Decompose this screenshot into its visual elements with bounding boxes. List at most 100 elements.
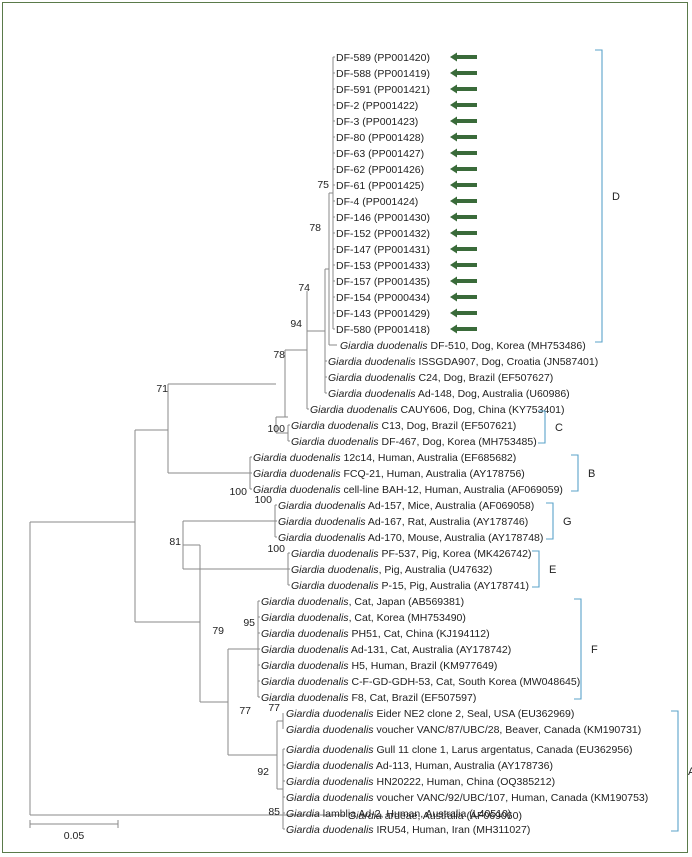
species-name: Giardia duodenalis <box>286 708 374 720</box>
species-name: Giardia duodenalis <box>286 824 374 836</box>
strain-info: , Pig, Australia (U47632) <box>379 564 493 576</box>
leaf-label: Giardia duodenalis Ad-131, Cat, Australi… <box>261 644 511 656</box>
strain-info: H5, Human, Brazil (KM977649) <box>349 660 498 672</box>
strain-info: voucher VANC/92/UBC/107, Human, Canada (… <box>374 792 649 804</box>
leaf-label: Giardia duodenalis ISSGDA907, Dog, Croat… <box>328 356 598 368</box>
leaf-label: Giardia duodenalis P-15, Pig, Australia … <box>291 580 529 592</box>
arrow-left-icon <box>450 276 477 286</box>
species-name: Giardia duodenalis <box>261 692 349 704</box>
species-name: Giardia duodenalis <box>291 420 379 432</box>
leaf-label: Giardia duodenalis Ad-113, Human, Austra… <box>286 760 553 772</box>
leaf-label: Giardia duodenalis Ad-148, Dog, Australi… <box>328 388 570 400</box>
leaf-label: Giardia duodenalis DF-510, Dog, Korea (M… <box>340 340 586 352</box>
strain-info: IRU54, Human, Iran (MH311027) <box>374 824 531 836</box>
strain-info: Eider NE2 clone 2, Seal, USA (EU362969) <box>374 708 575 720</box>
strain-info: Ad-170, Mouse, Australia (AY178748) <box>366 532 544 544</box>
leaf-label: DF-580 (PP001418) <box>336 324 430 336</box>
leaf-label: DF-3 (PP001423) <box>336 116 418 128</box>
leaf-label: DF-157 (PP001435) <box>336 276 430 288</box>
species-name: Giardia duodenalis <box>278 500 366 512</box>
leaf-label: DF-2 (PP001422) <box>336 100 418 112</box>
assemblage-bracket <box>571 454 579 492</box>
arrow-left-icon <box>450 100 477 110</box>
arrow-left-icon <box>450 308 477 318</box>
leaf-label: Giardia duodenalis H5, Human, Brazil (KM… <box>261 660 497 672</box>
arrow-left-icon <box>450 52 477 62</box>
strain-info: Ad-157, Mice, Australia (AF069058) <box>366 500 535 512</box>
strain-info: DF-467, Dog, Korea (MH753485) <box>379 436 537 448</box>
bootstrap-value: 74 <box>298 282 310 294</box>
bootstrap-value: 94 <box>290 318 302 330</box>
strain-info: DF-154 (PP000434) <box>336 292 430 304</box>
strain-info: PH51, Cat, China (KJ194112) <box>349 628 490 640</box>
assemblage-bracket <box>532 550 540 588</box>
strain-info: DF-62 (PP001426) <box>336 164 424 176</box>
species-name: Giardia duodenalis <box>291 580 379 592</box>
leaf-label: Giardia duodenalis PF-537, Pig, Korea (M… <box>291 548 531 560</box>
leaf-label: Giardia duodenalis Eider NE2 clone 2, Se… <box>286 708 574 720</box>
species-name: Giardia duodenalis <box>261 644 349 656</box>
assemblage-bracket <box>671 710 679 832</box>
leaf-label: Giardia duodenalis F8, Cat, Brazil (EF50… <box>261 692 476 704</box>
assemblage-bracket <box>595 49 603 343</box>
species-name: Giardia duodenalis <box>261 628 349 640</box>
assemblage-label: E <box>549 564 556 576</box>
species-name: Giardia duodenalis <box>286 724 374 736</box>
assemblage-label: D <box>612 191 620 203</box>
leaf-label: Giardia duodenalis, Cat, Korea (MH753490… <box>261 612 466 624</box>
strain-info: PF-537, Pig, Korea (MK426742) <box>379 548 532 560</box>
leaf-label: Giardia duodenalis cell-line BAH-12, Hum… <box>253 484 563 496</box>
strain-info: DF-588 (PP001419) <box>336 68 430 80</box>
strain-info: HN20222, Human, China (OQ385212) <box>374 776 556 788</box>
species-name: Giardia <box>286 808 320 820</box>
strain-info: DF-591 (PP001421) <box>336 84 430 96</box>
leaf-label: DF-153 (PP001433) <box>336 260 430 272</box>
leaf-label: Giardia duodenalis C13, Dog, Brazil (EF5… <box>291 420 516 432</box>
strain-info: DF-143 (PP001429) <box>336 308 430 320</box>
bootstrap-value: 95 <box>243 617 255 629</box>
assemblage-label: F <box>591 644 598 656</box>
scale-bar-label: 0.05 <box>64 830 85 842</box>
leaf-label: DF-146 (PP001430) <box>336 212 430 224</box>
bootstrap-value: 100 <box>229 486 247 498</box>
arrow-left-icon <box>450 164 477 174</box>
leaf-label: Giardia duodenalis IRU54, Human, Iran (M… <box>286 824 530 836</box>
strain-info: ISSGDA907, Dog, Croatia (JN587401) <box>416 356 599 368</box>
leaf-label: DF-591 (PP001421) <box>336 84 430 96</box>
strain-info: FCQ-21, Human, Australia (AY178756) <box>341 468 525 480</box>
leaf-label: DF-589 (PP001420) <box>336 52 430 64</box>
strain-info: DF-146 (PP001430) <box>336 212 430 224</box>
assemblage-label: C <box>555 422 563 434</box>
assemblage-label: B <box>588 468 595 480</box>
assemblage-bracket <box>574 598 582 700</box>
leaf-label: Giardia duodenalis Gull 11 clone 1, Laru… <box>286 744 633 756</box>
arrow-left-icon <box>450 84 477 94</box>
leaf-label: Giardia duodenalis DF-467, Dog, Korea (M… <box>291 436 537 448</box>
strain-info: Ad-113, Human, Australia (AY178736) <box>374 760 553 772</box>
arrow-left-icon <box>450 132 477 142</box>
bootstrap-value: 92 <box>257 766 269 778</box>
assemblage-label: A <box>688 766 692 778</box>
strain-info: DF-3 (PP001423) <box>336 116 418 128</box>
strain-info: Ad-131, Cat, Australia (AY178742) <box>349 644 512 656</box>
leaf-label: DF-143 (PP001429) <box>336 308 430 320</box>
strain-info: DF-2 (PP001422) <box>336 100 418 112</box>
strain-info: F8, Cat, Brazil (EF507597) <box>349 692 477 704</box>
strain-info: C24, Dog, Brazil (EF507627) <box>416 372 554 384</box>
leaf-label: Giardia duodenalis CAUY606, Dog, China (… <box>310 404 565 416</box>
species-name: Giardia duodenalis <box>253 468 341 480</box>
bootstrap-value: 77 <box>239 705 251 717</box>
strain-info: DF-580 (PP001418) <box>336 324 430 336</box>
bootstrap-value: 78 <box>273 349 285 361</box>
bootstrap-value: 77 <box>268 702 280 714</box>
species-name: Giardia duodenalis <box>286 744 374 756</box>
bootstrap-value: 100 <box>267 543 285 555</box>
leaf-label: DF-588 (PP001419) <box>336 68 430 80</box>
leaf-label: Giardia duodenalis voucher VANC/92/UBC/1… <box>286 792 648 804</box>
leaf-label: DF-154 (PP000434) <box>336 292 430 304</box>
leaf-label: DF-63 (PP001427) <box>336 148 424 160</box>
species-name: Giardia duodenalis <box>291 564 379 576</box>
strain-info: DF-80 (PP001428) <box>336 132 424 144</box>
strain-info: lamblia Ad-2, Human, Australia (L40510) <box>320 808 511 820</box>
